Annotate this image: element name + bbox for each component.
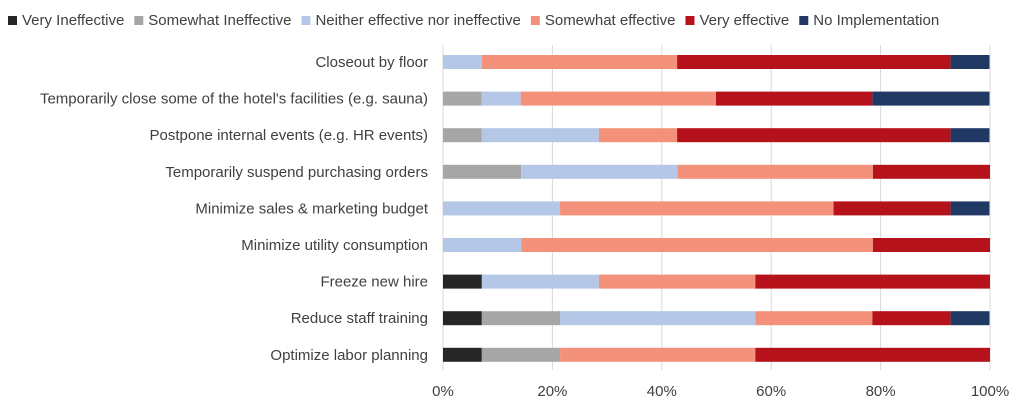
bar-segment — [443, 128, 482, 143]
bar-segment — [443, 55, 482, 69]
bar-segment — [560, 201, 834, 216]
bar-segment — [755, 311, 873, 326]
legend-label: Somewhat effective — [545, 12, 676, 29]
bar-segment — [677, 164, 873, 179]
bar-segment — [872, 238, 990, 252]
bar-segment — [443, 274, 482, 289]
x-tick-label: 20% — [537, 383, 567, 400]
x-tick-label: 100% — [971, 383, 1009, 400]
bar-segment — [872, 164, 990, 179]
legend-label: Neither effective nor ineffective — [315, 12, 520, 29]
bar-row — [443, 164, 990, 179]
category-label: Postpone internal events (e.g. HR events… — [150, 127, 428, 144]
bar-row — [443, 274, 990, 289]
bar-segment — [520, 91, 716, 106]
legend-label: Somewhat Ineffective — [148, 12, 291, 29]
bar-segment — [481, 274, 599, 289]
category-label: Temporarily suspend purchasing orders — [165, 164, 428, 181]
bar-segment — [481, 311, 561, 326]
bar-segment — [481, 347, 561, 362]
bar-row — [443, 128, 990, 143]
bar-segment — [521, 164, 678, 179]
bar-row — [443, 91, 990, 106]
category-label: Reduce staff training — [291, 310, 428, 327]
x-tick-labels: 0% 20% 40% 60% 80% 100% — [432, 383, 1009, 400]
category-label: Closeout by floor — [315, 54, 428, 71]
bar-segment — [560, 311, 756, 326]
legend-label: Very effective — [699, 12, 789, 29]
bar-segment — [715, 91, 873, 106]
bar-segment — [950, 128, 990, 143]
bar-row — [443, 347, 990, 362]
bar-segment — [950, 55, 990, 69]
bar-segment — [443, 164, 522, 179]
bar-segment — [443, 91, 482, 106]
bar-row — [443, 55, 990, 69]
legend-swatch — [301, 16, 311, 25]
bar-segment — [443, 201, 561, 216]
category-label: Freeze new hire — [320, 274, 428, 291]
category-label: Minimize utility consumption — [241, 237, 428, 254]
legend-swatch — [8, 16, 17, 25]
bar-segment — [677, 55, 951, 69]
bar-segment — [755, 274, 990, 289]
bar-segment — [443, 311, 482, 326]
bar-segment — [833, 201, 951, 216]
bar-row — [443, 238, 990, 252]
bar-segment — [598, 274, 756, 289]
bar-segment — [481, 128, 599, 143]
bar-segment — [598, 128, 678, 143]
legend: Very Ineffective Somewhat Ineffective Neit… — [8, 12, 939, 29]
legend-swatch — [685, 16, 695, 25]
bars-layer — [443, 55, 990, 362]
x-tick-label: 80% — [866, 383, 896, 400]
bar-row — [443, 311, 990, 326]
bar-segment — [872, 91, 990, 106]
bar-segment — [481, 55, 678, 69]
category-label: Optimize labor planning — [270, 347, 428, 364]
category-labels: Closeout by floor Temporarily close some … — [40, 54, 429, 364]
x-tick-label: 0% — [432, 383, 454, 400]
legend-label: No Implementation — [813, 12, 939, 29]
x-tick-label: 60% — [756, 383, 786, 400]
bar-row — [443, 201, 990, 216]
legend-swatch — [530, 16, 540, 25]
bar-segment — [872, 311, 951, 326]
bar-segment — [443, 238, 522, 252]
bar-segment — [481, 91, 521, 106]
category-label: Minimize sales & marketing budget — [195, 200, 428, 217]
bar-segment — [521, 238, 873, 252]
legend-label: Very Ineffective — [22, 12, 124, 29]
category-label: Temporarily close some of the hotel's fa… — [40, 91, 428, 108]
bar-segment — [443, 347, 482, 362]
legend-swatch — [799, 16, 809, 25]
x-tick-label: 40% — [647, 383, 677, 400]
bar-segment — [950, 201, 990, 216]
bar-segment — [560, 347, 756, 362]
bar-segment — [950, 311, 990, 326]
bar-segment — [755, 347, 990, 362]
bar-segment — [677, 128, 951, 143]
legend-swatch — [134, 16, 144, 25]
